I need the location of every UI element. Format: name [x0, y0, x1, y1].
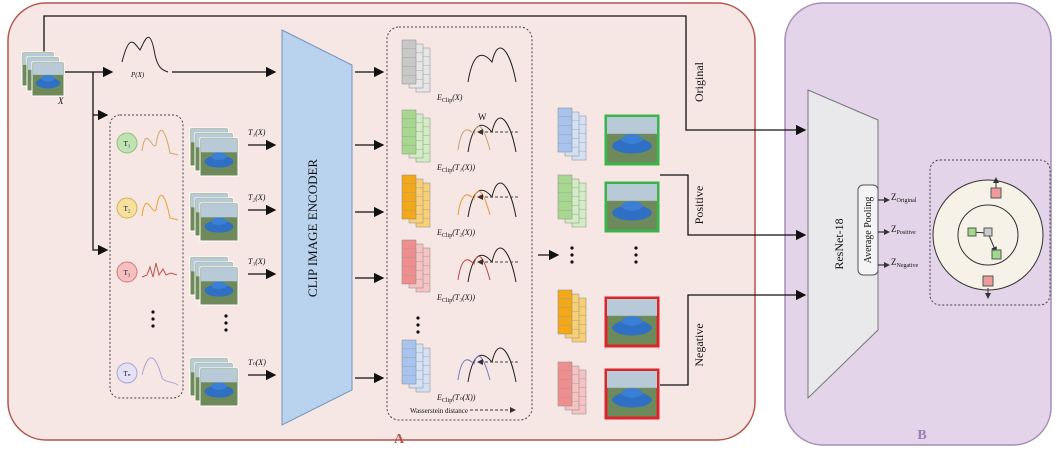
- photo-sky: [607, 371, 657, 388]
- embedding-arg: (X): [452, 93, 463, 102]
- z-subscript: Original: [897, 198, 917, 204]
- embedding-subscript: Clip: [442, 98, 452, 104]
- ellipsis-dot: [634, 260, 637, 263]
- wasserstein-symbol: W: [478, 112, 487, 122]
- transform-name: Tₙ: [123, 370, 130, 378]
- transform-output: T₃(X): [248, 257, 266, 266]
- photo-sky: [33, 63, 63, 75]
- diagram: CLIP IMAGE ENCODER ResNet-18 Average Poo…: [0, 0, 1058, 450]
- car-roof: [211, 382, 226, 390]
- embedding-arg: (T₂(X)): [452, 228, 475, 237]
- page: {"panel_a": {"label": "A", "input": {"la…: [0, 0, 1058, 450]
- car-roof: [211, 281, 226, 289]
- embedding-block: [402, 340, 416, 384]
- ellipsis-dot: [634, 253, 637, 256]
- panel-b-label: B: [917, 428, 926, 443]
- encoder-label: CLIP IMAGE ENCODER: [305, 159, 320, 298]
- negative-point: [991, 188, 1001, 198]
- positive-point: [992, 250, 1001, 259]
- photo-sky: [607, 299, 657, 316]
- embedding-subscript: Clip: [442, 168, 452, 174]
- embedding-subscript: Clip: [442, 398, 452, 404]
- car-roof: [622, 388, 643, 398]
- ellipsis-dot: [416, 316, 419, 319]
- panel-a-label: A: [394, 432, 405, 447]
- embedding-block: [402, 40, 416, 84]
- ellipsis-dot: [224, 321, 227, 324]
- embedding-block: [558, 362, 572, 406]
- photo-sky: [607, 184, 657, 201]
- embedding-arg: (Tₙ(X)): [452, 393, 476, 402]
- embedding-arg: (T₃(X)): [452, 293, 475, 302]
- transform-output: Tₙ(X): [248, 358, 266, 367]
- embedding-block: [402, 110, 416, 154]
- distribution-label: P(X): [130, 71, 145, 79]
- embedding-block: [558, 290, 572, 334]
- ellipsis-dot: [570, 260, 573, 263]
- z-subscript: Negative: [897, 263, 919, 269]
- car-roof: [622, 134, 643, 144]
- ellipsis-dot: [224, 328, 227, 331]
- transform-output: T₂(X): [248, 193, 266, 202]
- ellipsis-dot: [416, 330, 419, 333]
- ellipsis-dot: [151, 310, 154, 313]
- transform-name: T₂: [124, 205, 131, 213]
- ellipsis-dot: [224, 314, 227, 317]
- anchor-point: [984, 228, 992, 236]
- pooling-label: Average Pooling: [863, 197, 874, 264]
- embedding-arg: (T₁(X)): [452, 163, 475, 172]
- input-label: X: [57, 96, 64, 106]
- embedding-block: [558, 108, 572, 152]
- embedding-subscript: Clip: [442, 233, 452, 239]
- photo-sky: [201, 204, 237, 217]
- ellipsis-dot: [570, 246, 573, 249]
- positive-point: [968, 228, 976, 236]
- transform-name: T₃: [124, 269, 131, 277]
- ellipsis-dot: [570, 253, 573, 256]
- embedding-block: [402, 240, 416, 284]
- branch-label: Positive: [692, 186, 706, 225]
- car-roof: [622, 201, 643, 211]
- car-roof: [622, 316, 643, 326]
- resnet-label: ResNet-18: [832, 218, 846, 269]
- car-roof: [211, 217, 226, 225]
- photo-sky: [201, 268, 237, 281]
- transform-name: T₁: [124, 140, 131, 148]
- transform-output: T₁(X): [248, 128, 266, 137]
- embedding-subscript: Clip: [442, 298, 452, 304]
- wasserstein-legend: Wasserstein distance: [410, 407, 468, 415]
- ellipsis-dot: [416, 323, 419, 326]
- negative-point: [983, 276, 993, 286]
- ellipsis-dot: [634, 246, 637, 249]
- photo-sky: [607, 117, 657, 134]
- photo-sky: [201, 369, 237, 382]
- embedding-block: [402, 175, 416, 219]
- car-roof: [211, 152, 226, 160]
- photo-sky: [201, 139, 237, 152]
- ellipsis-dot: [151, 324, 154, 327]
- branch-label: Original: [692, 61, 706, 102]
- embedding-block: [558, 175, 572, 219]
- ellipsis-dot: [151, 317, 154, 320]
- car-roof: [42, 75, 55, 82]
- z-subscript: Positive: [897, 230, 917, 236]
- branch-label: Negative: [692, 323, 706, 366]
